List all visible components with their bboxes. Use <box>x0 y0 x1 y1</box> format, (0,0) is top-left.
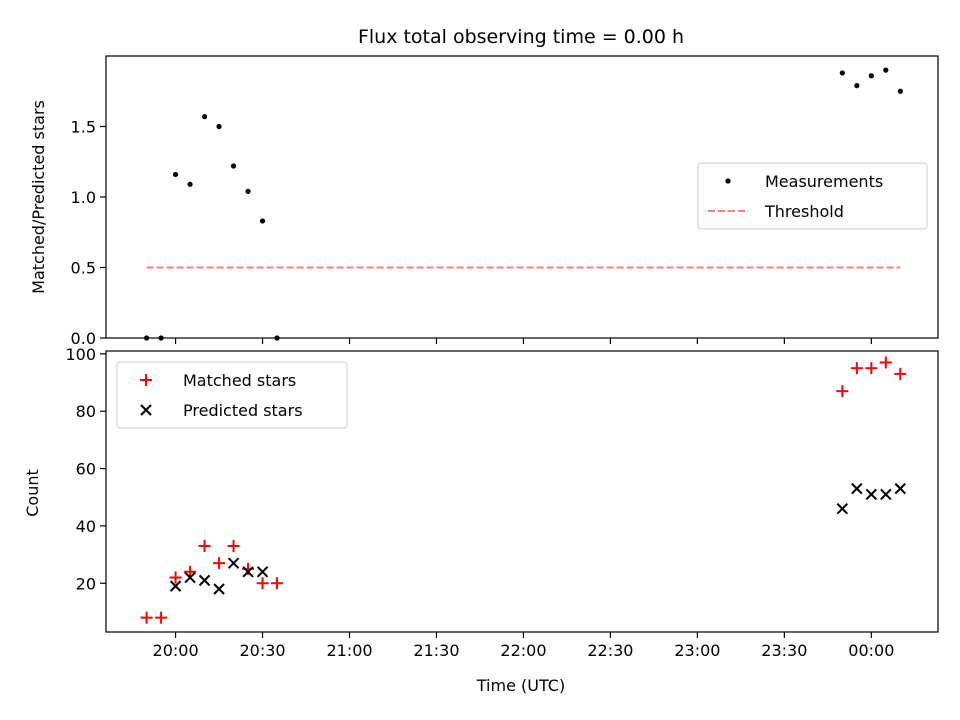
measurement-point <box>839 70 845 76</box>
measurement-point <box>201 114 208 120</box>
legend-matched-label: Matched stars <box>183 371 296 390</box>
predicted-stars-point <box>880 488 892 501</box>
legend-measurements-marker <box>725 178 731 184</box>
legend-matched-marker <box>140 374 152 386</box>
measurement-point <box>883 67 889 73</box>
count-x-ticks: 20:00 20:30 21:00 21:30 22:00 22:30 23:00 23:30… <box>153 632 894 660</box>
legend-predicted-marker <box>140 404 152 416</box>
predicted-stars-point <box>242 566 254 578</box>
count-y-tick-label: 100 <box>65 345 96 364</box>
measurement-point <box>158 335 164 341</box>
matched-stars-point <box>271 577 284 590</box>
count-y-axis-label: Count <box>23 469 42 517</box>
ratio-marks <box>143 67 903 341</box>
matched-stars-point <box>865 362 878 375</box>
x-tick-label: 21:30 <box>413 641 459 660</box>
measurement-point <box>230 163 237 169</box>
ratio-legend: Measurements Threshold <box>697 162 928 230</box>
x-tick-label: 23:30 <box>761 641 807 660</box>
predicted-stars-point <box>169 580 182 592</box>
x-tick-label: 21:00 <box>326 641 372 660</box>
predicted-stars-point <box>865 488 878 501</box>
ratio-x-ticks <box>174 338 872 344</box>
ratio-y-tick-label: 1.5 <box>71 118 96 137</box>
matched-stars-point <box>155 611 168 624</box>
ratio-panel: 0.0 0.5 1.0 1.5 Matched/Predicted stars Mea… <box>29 55 939 348</box>
ratio-y-tick-label: 0.0 <box>71 329 96 348</box>
matched-stars-point <box>140 611 153 624</box>
x-axis-label: Time (UTC) <box>476 676 565 695</box>
count-panel: 20 40 60 80 100 20:00 20:30 21:00 21:30 22:00 22:… <box>23 345 939 695</box>
matched-stars-point <box>198 539 211 552</box>
measurement-point <box>274 335 280 341</box>
count-y-tick-label: 80 <box>76 402 96 421</box>
matched-stars-point <box>836 385 849 398</box>
x-tick-label: 20:30 <box>239 641 285 660</box>
predicted-stars-point <box>836 502 849 515</box>
matched-stars-point <box>184 565 197 578</box>
predicted-stars-point <box>256 566 269 578</box>
matched-stars-point <box>894 367 907 380</box>
legend-threshold-label: Threshold <box>764 202 844 221</box>
matched-stars-point <box>227 539 240 552</box>
predicted-stars-point <box>198 574 211 587</box>
predicted-stars-point <box>213 583 225 595</box>
x-tick-label: 20:00 <box>153 641 199 660</box>
x-tick-label: 23:00 <box>674 641 720 660</box>
measurement-point <box>187 181 193 187</box>
count-axes-frame <box>105 350 939 633</box>
count-legend-box <box>116 361 348 429</box>
x-tick-label: 22:00 <box>500 641 546 660</box>
measurement-point <box>143 335 150 341</box>
count-y-tick-label: 20 <box>76 574 96 593</box>
count-y-tick-label: 40 <box>76 517 96 536</box>
predicted-stars-point <box>227 557 240 569</box>
matched-stars-point <box>256 577 269 590</box>
measurement-point <box>259 218 266 224</box>
measurement-point <box>868 73 874 79</box>
measurement-point <box>245 188 251 194</box>
matched-stars-point <box>213 557 226 570</box>
measurement-point <box>854 83 860 89</box>
count-legend: Matched stars Predicted stars <box>116 361 348 429</box>
matched-stars-point <box>169 571 182 584</box>
predicted-stars-point <box>184 571 196 584</box>
measurement-point <box>897 88 903 94</box>
ratio-y-tick-label: 1.0 <box>71 188 96 207</box>
matched-stars-point <box>850 362 863 375</box>
measurement-point <box>172 171 179 178</box>
predicted-stars-point <box>851 482 863 495</box>
ratio-legend-box <box>697 162 928 230</box>
ratio-y-axis-label: Matched/Predicted stars <box>29 100 48 294</box>
x-tick-label: 00:00 <box>848 641 894 660</box>
count-y-tick-label: 60 <box>76 460 96 479</box>
legend-measurements-label: Measurements <box>765 172 883 191</box>
ratio-y-tick-label: 0.5 <box>71 259 96 278</box>
matched-stars-point <box>879 356 892 369</box>
chart-title: Flux total observing time = 0.00 h <box>358 26 684 48</box>
count-marks <box>140 356 907 624</box>
ratio-y-ticks: 0.0 0.5 1.0 1.5 <box>71 118 106 348</box>
x-tick-label: 22:30 <box>587 641 633 660</box>
legend-predicted-label: Predicted stars <box>183 401 303 420</box>
measurement-point <box>216 123 222 130</box>
count-y-ticks: 20 40 60 80 100 <box>65 345 106 593</box>
predicted-stars-point <box>894 482 907 495</box>
